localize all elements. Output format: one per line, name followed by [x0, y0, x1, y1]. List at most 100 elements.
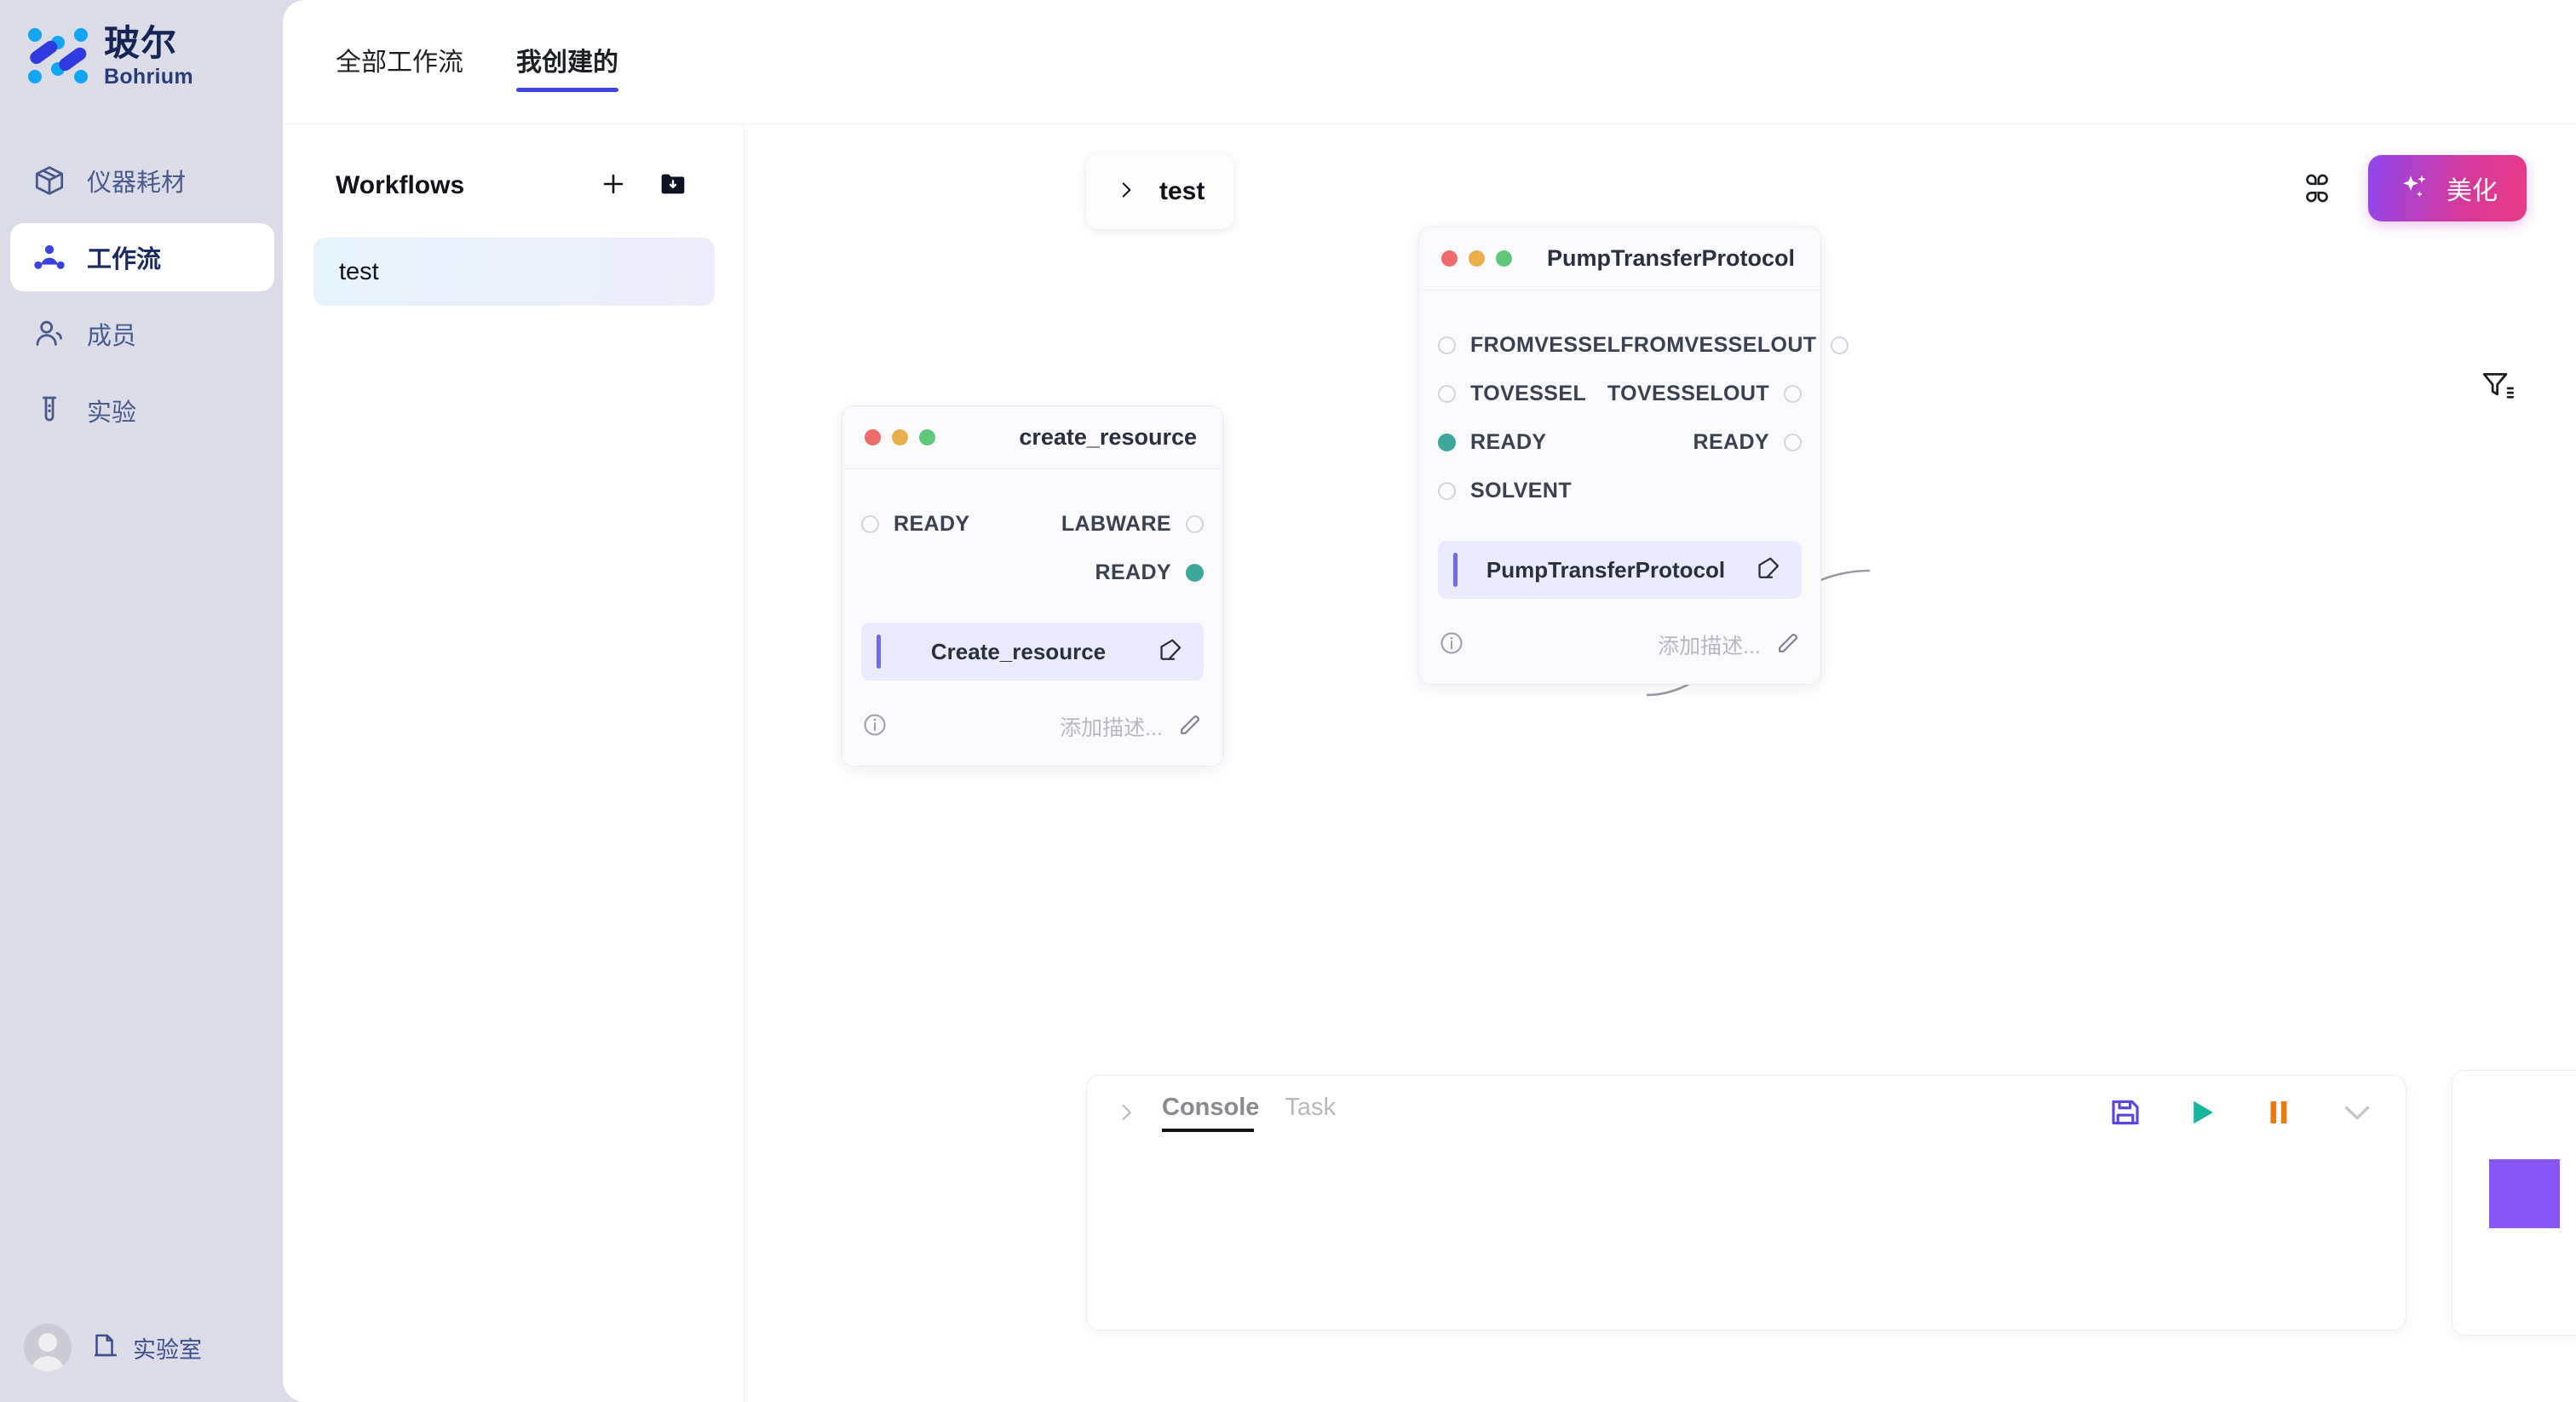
filter-icon[interactable] — [2479, 367, 2516, 405]
plus-icon — [599, 170, 628, 203]
output-pin[interactable] — [1186, 564, 1204, 582]
maximize-dot-icon[interactable] — [1496, 250, 1512, 267]
traffic-lights — [865, 429, 935, 445]
workflow-list-panel: Workflows — [283, 124, 745, 1402]
building-icon — [90, 1330, 121, 1366]
output-port-label: READY — [1095, 560, 1171, 584]
bohrium-logo-icon — [26, 24, 90, 89]
workflow-item-label: test — [339, 257, 379, 285]
close-dot-icon[interactable] — [1441, 250, 1458, 267]
save-icon[interactable] — [2107, 1095, 2143, 1130]
output-port-label: FROMVESSELOUT — [1620, 333, 1817, 357]
console-tabs: Console Task — [1162, 1094, 1336, 1132]
pencil-icon[interactable] — [1176, 711, 1204, 743]
collapse-down-icon[interactable] — [2337, 1093, 2377, 1132]
input-pin[interactable] — [1438, 336, 1456, 354]
workflow-list-header: Workflows — [336, 164, 699, 208]
output-pin[interactable] — [1831, 336, 1849, 354]
workflow-icon — [31, 238, 68, 276]
sidebar-item-experiment[interactable]: 实验 — [10, 376, 274, 445]
beautify-button[interactable]: 美化 — [2368, 155, 2527, 221]
brand-name-cn: 玻尔 — [104, 22, 178, 63]
chip-accent-bar — [1453, 553, 1458, 587]
description-placeholder[interactable]: 添加描述... — [1060, 716, 1163, 740]
add-workflow-button[interactable] — [587, 164, 640, 208]
chevron-right-icon — [1115, 176, 1137, 208]
traffic-lights — [1441, 250, 1512, 267]
input-pin[interactable] — [1438, 385, 1456, 403]
node-action-chip[interactable]: PumpTransferProtocol — [1438, 541, 1802, 599]
workflow-canvas[interactable]: test — [745, 124, 2576, 1402]
info-icon[interactable] — [861, 711, 888, 743]
node-header[interactable]: PumpTransferProtocol — [1419, 227, 1820, 290]
workflow-list-title: Workflows — [336, 171, 465, 199]
sidebar-item-label: 工作流 — [87, 246, 162, 273]
node-header[interactable]: create_resource — [842, 406, 1222, 469]
input-pin[interactable] — [1438, 482, 1456, 500]
grid-apps-icon[interactable] — [2297, 168, 2337, 209]
members-icon — [31, 315, 68, 353]
edit-square-icon[interactable] — [1156, 635, 1185, 669]
sparkle-icon — [2397, 170, 2431, 208]
breadcrumb[interactable]: test — [1086, 154, 1234, 229]
workflow-list-actions — [587, 164, 699, 208]
chip-accent-bar — [877, 635, 881, 669]
node-footer: 添加描述... — [1419, 606, 1820, 684]
port-row: READY — [842, 549, 1222, 597]
minimize-dot-icon[interactable] — [892, 429, 908, 445]
chevron-right-icon[interactable] — [1111, 1097, 1141, 1128]
lab-label: 实验室 — [133, 1336, 202, 1363]
output-pin[interactable] — [1784, 434, 1802, 451]
sidebar-item-instruments[interactable]: 仪器耗材 — [10, 147, 274, 215]
sidebar-item-members[interactable]: 成员 — [10, 300, 274, 368]
main-panel: 全部工作流 我创建的 Workflows — [283, 0, 2576, 1402]
sidebar-item-workflow[interactable]: 工作流 — [10, 223, 274, 291]
box-icon — [31, 162, 68, 199]
run-icon[interactable] — [2184, 1095, 2220, 1130]
tab-task[interactable]: Task — [1285, 1093, 1337, 1121]
sidebar-item-label: 成员 — [87, 323, 137, 350]
edit-square-icon[interactable] — [1754, 554, 1783, 587]
brand: 玻尔 Bohrium — [26, 24, 193, 89]
port-row: TOVESSEL TOVESSELOUT — [1419, 370, 1820, 418]
maximize-dot-icon[interactable] — [919, 429, 935, 445]
tab-all-workflows[interactable]: 全部工作流 — [336, 49, 463, 77]
beautify-label: 美化 — [2447, 177, 2498, 205]
input-port-label: READY — [894, 512, 970, 536]
output-pin[interactable] — [1186, 515, 1204, 533]
sidebar: 玻尔 Bohrium 仪器耗材 — [0, 0, 283, 1402]
description-placeholder[interactable]: 添加描述... — [1658, 635, 1761, 658]
close-dot-icon[interactable] — [865, 429, 881, 445]
input-pin[interactable] — [861, 515, 879, 533]
avatar[interactable] — [24, 1324, 72, 1371]
input-pin[interactable] — [1438, 434, 1456, 451]
console-toolbar: Console Task — [1087, 1076, 2406, 1149]
info-icon[interactable] — [1438, 629, 1465, 661]
node-action-chip[interactable]: Create_resource — [861, 623, 1204, 681]
output-port-label: READY — [1693, 430, 1769, 454]
console-actions — [2107, 1093, 2377, 1132]
sidebar-item-label: 实验 — [87, 399, 137, 427]
node-create-resource[interactable]: create_resource READY LABWARE READY — [842, 405, 1223, 767]
node-pump-transfer-protocol[interactable]: PumpTransferProtocol FROMVESSEL FROMVESS… — [1418, 227, 1849, 685]
minimize-dot-icon[interactable] — [1469, 250, 1485, 267]
pencil-icon[interactable] — [1774, 629, 1802, 661]
tab-my-created[interactable]: 我创建的 — [516, 41, 618, 92]
lab-switcher[interactable]: 实验室 — [90, 1330, 202, 1366]
test-tube-icon — [31, 392, 68, 429]
sidebar-nav: 仪器耗材 工作流 — [10, 147, 274, 453]
preview-panel[interactable] — [2452, 1070, 2576, 1336]
port-row: READY LABWARE — [842, 500, 1222, 549]
node-title: PumpTransferProtocol — [1546, 245, 1795, 271]
console-output[interactable] — [1087, 1149, 2406, 1330]
list-item[interactable]: test — [313, 238, 715, 306]
tab-console[interactable]: Console — [1162, 1094, 1259, 1132]
console-panel: Console Task — [1086, 1075, 2406, 1330]
brand-name-en: Bohrium — [104, 64, 193, 89]
pause-icon[interactable] — [2261, 1095, 2297, 1130]
output-pin[interactable] — [1784, 385, 1802, 403]
canvas-toolbar: 美化 — [2297, 155, 2527, 221]
user-bar: 实验室 — [24, 1324, 202, 1371]
import-workflow-button[interactable] — [647, 164, 699, 208]
